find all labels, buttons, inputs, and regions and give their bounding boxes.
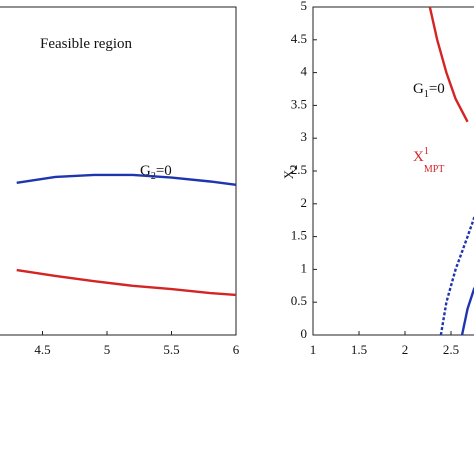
label-sub: 1 xyxy=(424,89,429,100)
label-text: Feasible region xyxy=(40,36,133,52)
label-suffix: =0 xyxy=(156,163,172,179)
plot: 4.5 5 5.5 6 Feasible region G2=0 xyxy=(0,6,240,357)
label-sup: 1 xyxy=(424,146,429,157)
curve xyxy=(16,268,237,297)
y-tick-label: 0 xyxy=(301,326,308,341)
x-tick-label: 1.5 xyxy=(351,342,367,357)
annotation: G2=0 xyxy=(140,163,172,182)
annotation: G1=0 xyxy=(413,81,445,100)
label-text: G xyxy=(140,163,151,179)
y-tick-label: 1.5 xyxy=(291,228,307,243)
curve xyxy=(16,173,237,186)
y-tick-label: 2 xyxy=(301,195,308,210)
curve xyxy=(460,286,474,336)
x-tick-label: 5 xyxy=(104,342,111,357)
plot-frame xyxy=(312,6,474,336)
y-tick-label: 3 xyxy=(301,129,308,144)
label-suffix: =0 xyxy=(429,81,445,97)
y-tick-label: 5 xyxy=(301,0,308,13)
label-text: G xyxy=(413,81,424,97)
x-tick-label: 2.5 xyxy=(443,342,459,357)
curve xyxy=(428,6,469,123)
y-tick-label: 2.5 xyxy=(291,162,307,177)
y-tick-label: 1 xyxy=(301,260,308,275)
label-text: X xyxy=(413,149,424,165)
x-tick-label: 5.5 xyxy=(163,342,179,357)
x-tick-label: 4.5 xyxy=(34,342,50,357)
x-tick-label: 1 xyxy=(310,342,317,357)
x-tick-label: 6 xyxy=(233,342,240,357)
annotation: Feasible region xyxy=(40,36,133,52)
y-axis-label: X2 xyxy=(281,165,300,179)
y-tick-label: 4.5 xyxy=(291,31,307,46)
y-tick-label: 3.5 xyxy=(291,96,307,111)
plot-frame xyxy=(0,6,237,336)
label-text: X xyxy=(281,169,296,179)
y-tick-label: 0.5 xyxy=(291,293,307,308)
x-tick-label: 2 xyxy=(402,342,409,357)
label-sub: 2 xyxy=(151,171,156,182)
y-tick-label: 4 xyxy=(301,64,308,79)
label-sub: MPT xyxy=(424,164,445,175)
label-sub: 2 xyxy=(289,165,300,170)
curve xyxy=(439,214,474,336)
annotation: X1 MPT xyxy=(413,146,444,175)
